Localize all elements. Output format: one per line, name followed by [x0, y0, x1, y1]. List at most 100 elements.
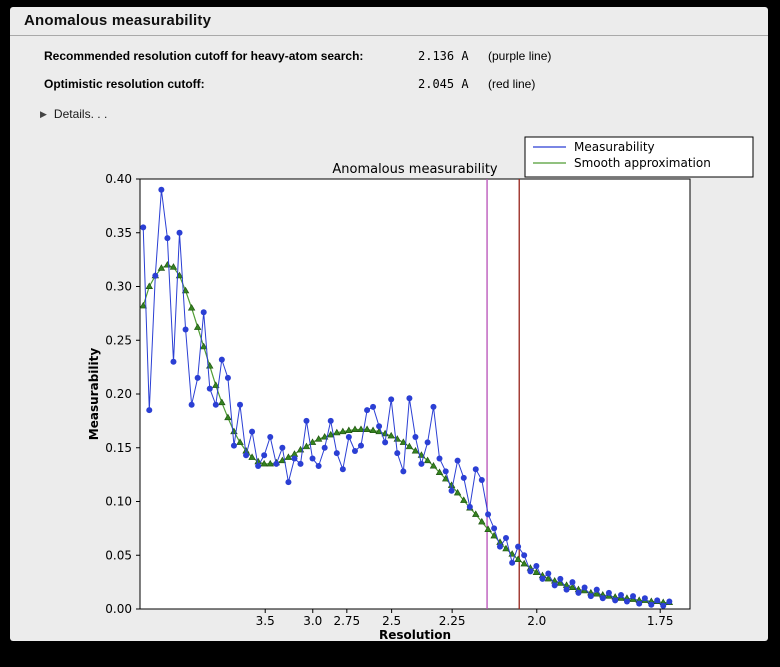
measurability-marker: [237, 401, 244, 408]
measurability-marker: [333, 450, 340, 457]
y-tick-label: 0.10: [105, 495, 132, 509]
smooth-marker: [472, 510, 480, 517]
smooth-marker: [284, 453, 293, 460]
y-tick-label: 0.00: [105, 602, 132, 616]
details-disclosure[interactable]: ▶ Details. . .: [40, 107, 107, 123]
measurability-marker: [339, 466, 346, 473]
measurability-marker: [345, 434, 352, 440]
measurability-marker: [509, 559, 516, 566]
measurability-marker: [249, 428, 256, 435]
measurability-marker: [412, 434, 419, 440]
smooth-marker: [236, 438, 244, 445]
measurability-marker: [176, 229, 183, 236]
smooth-marker: [193, 323, 202, 330]
measurability-marker: [448, 487, 455, 494]
smooth-marker: [363, 425, 371, 432]
measurability-marker: [491, 525, 498, 532]
measurability-marker: [593, 586, 600, 593]
y-axis: 0.00 0.05 0.10 0.15 0.20 0.25 0.30 0.35 0.40: [105, 172, 140, 616]
measurability-marker: [630, 593, 637, 600]
measurability-marker: [152, 272, 159, 279]
smooth-marker: [339, 427, 347, 435]
measurability-marker: [539, 575, 546, 582]
recommended-cutoff-row: Recommended resolution cutoff for heavy-…: [10, 49, 768, 65]
measurability-series: [140, 186, 673, 609]
measurability-marker: [224, 374, 231, 381]
y-tick-label: 0.15: [105, 441, 132, 455]
smooth-marker: [218, 398, 226, 406]
measurability-marker: [267, 434, 274, 440]
y-axis-label: Measurability: [87, 348, 101, 441]
measurability-marker: [660, 602, 667, 609]
recommended-cutoff-value: 2.136 A: [418, 49, 469, 63]
smooth-marker: [351, 425, 359, 432]
measurability-marker: [206, 385, 213, 392]
y-tick-label: 0.20: [105, 387, 132, 401]
panel-title: Anomalous measurability: [24, 12, 212, 29]
optimistic-cutoff-value: 2.045 A: [418, 77, 469, 91]
measurability-marker: [569, 579, 576, 586]
smooth-marker: [333, 428, 341, 436]
smooth-marker: [593, 589, 601, 597]
measurability-marker: [255, 463, 262, 470]
measurability-marker: [612, 597, 619, 604]
measurability-marker: [618, 592, 625, 599]
smooth-marker: [369, 426, 377, 434]
measurability-marker: [315, 463, 322, 470]
smooth-marker: [199, 342, 208, 350]
smooth-marker: [429, 462, 438, 469]
measurability-marker: [605, 589, 612, 596]
measurability-marker: [527, 568, 534, 575]
recommended-cutoff-note: (purple line): [488, 49, 552, 63]
measurability-marker: [321, 444, 328, 451]
x-tick-label: 2.5: [382, 614, 401, 628]
measurability-marker: [575, 589, 582, 596]
smooth-marker: [278, 456, 287, 464]
measurability-marker: [521, 552, 528, 559]
legend-label-smooth: Smooth approximation: [574, 156, 711, 170]
smooth-marker: [490, 531, 498, 539]
x-tick-label: 2.0: [527, 614, 546, 628]
measurability-marker: [472, 466, 479, 473]
smooth-marker: [181, 286, 190, 294]
smooth-marker: [320, 432, 329, 440]
measurability-marker: [370, 403, 377, 410]
y-tick-label: 0.40: [105, 172, 132, 186]
plot-area: [139, 178, 691, 610]
measurability-marker: [194, 374, 201, 381]
measurability-marker: [309, 455, 316, 462]
smooth-marker: [248, 453, 256, 460]
measurability-marker: [599, 595, 606, 602]
measurability-marker: [291, 455, 298, 462]
x-tick-label: 2.75: [333, 614, 360, 628]
measurability-marker: [557, 575, 564, 582]
measurability-marker: [502, 535, 509, 542]
x-tick-label: 2.25: [439, 614, 466, 628]
smooth-marker: [544, 574, 553, 582]
measurability-marker: [454, 457, 461, 464]
measurability-marker: [654, 597, 661, 604]
measurability-marker: [496, 543, 503, 550]
smooth-marker: [145, 282, 153, 289]
smooth-marker: [187, 303, 196, 311]
measurability-marker: [158, 186, 165, 193]
x-tick-label: 3.5: [256, 614, 275, 628]
measurability-marker: [581, 584, 588, 591]
smooth-marker: [460, 496, 468, 503]
disclosure-triangle-icon: ▶: [40, 109, 47, 119]
measurability-marker: [351, 447, 358, 454]
smooth-marker: [453, 488, 462, 496]
measurability-marker: [182, 326, 189, 333]
measurability-marker: [551, 582, 558, 589]
x-axis: 3.5 3.0 2.75 2.5 2.25 2.0 1.75: [256, 609, 674, 628]
x-tick-label: 3.0: [303, 614, 322, 628]
measurability-marker: [388, 396, 395, 403]
measurability-marker: [563, 586, 570, 593]
measurability-marker: [140, 224, 147, 231]
smooth-marker: [514, 555, 522, 563]
smooth-marker: [224, 413, 232, 421]
measurability-marker: [648, 601, 655, 608]
measurability-marker: [303, 417, 310, 424]
chart-legend: Measurability Smooth approximation: [524, 136, 754, 178]
